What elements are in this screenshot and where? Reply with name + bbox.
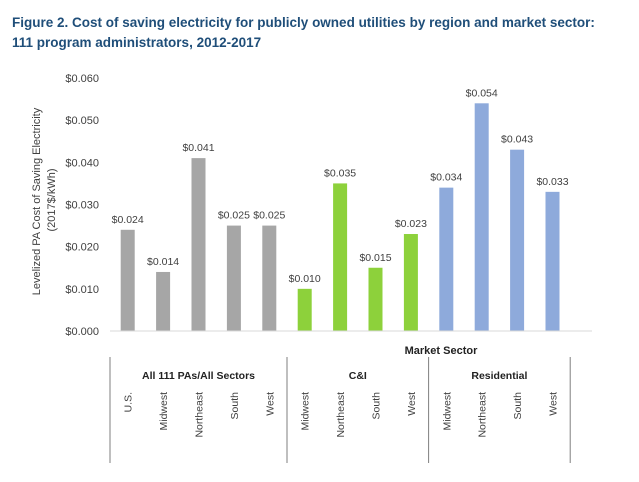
data-label: $0.034 xyxy=(430,172,462,184)
x-category-label: Midwest xyxy=(300,392,312,431)
bar xyxy=(156,271,171,331)
y-tick-label: $0.000 xyxy=(65,326,99,338)
x-category-label: Northeast xyxy=(335,392,347,438)
data-label: $0.024 xyxy=(112,214,144,226)
data-label: $0.035 xyxy=(324,167,356,179)
data-label: $0.010 xyxy=(289,273,321,285)
chart-title-line2: 111 program administrators, 2012-2017 xyxy=(12,35,262,50)
bar xyxy=(368,267,383,331)
y-tick-label: $0.060 xyxy=(65,73,99,85)
x-axis-title: Market Sector xyxy=(405,345,478,357)
data-label: $0.014 xyxy=(147,256,179,268)
bar xyxy=(297,288,312,331)
y-tick-label: $0.020 xyxy=(65,242,99,254)
data-label: $0.023 xyxy=(395,218,427,230)
y-tick-label: $0.050 xyxy=(65,115,99,127)
data-label: $0.041 xyxy=(182,142,214,154)
y-tick-label: $0.010 xyxy=(65,284,99,296)
x-category-label: West xyxy=(264,392,276,416)
y-tick-label: $0.040 xyxy=(65,157,99,169)
bar xyxy=(545,191,560,331)
bar xyxy=(191,158,206,331)
group-label: Residential xyxy=(471,370,527,382)
group-label: C&I xyxy=(349,370,367,382)
bar xyxy=(333,183,348,331)
data-label: $0.025 xyxy=(253,210,285,222)
bar xyxy=(474,103,489,331)
x-category-label: West xyxy=(548,392,560,416)
bars: $0.024 $0.014 $0.041 $0.025 $0.025 $0.010 $0.0… xyxy=(112,87,569,331)
x-category-label: Midwest xyxy=(158,392,170,431)
x-category-label: South xyxy=(229,392,241,420)
data-label: $0.043 xyxy=(501,134,533,146)
y-axis-label: Levelized PA Cost of Saving Electricity … xyxy=(31,105,58,296)
group-label: All 111 PAs/All Sectors xyxy=(142,370,255,382)
x-category-label: Northeast xyxy=(194,392,206,438)
chart-title: Figure 2. Cost of saving electricity for… xyxy=(12,13,632,53)
x-category-label: U.S. xyxy=(123,392,135,412)
bar xyxy=(439,187,454,331)
bar xyxy=(262,225,277,331)
data-label: $0.054 xyxy=(466,87,498,99)
x-category-label: Midwest xyxy=(441,392,453,431)
chart-title-line1: Figure 2. Cost of saving electricity for… xyxy=(12,15,595,30)
x-category-label: West xyxy=(406,392,418,416)
x-axis-categories: U.S. Midwest Northeast South West Midwest Nort… xyxy=(109,357,571,463)
data-label: $0.015 xyxy=(359,252,391,264)
x-category-label: Northeast xyxy=(477,392,489,438)
y-axis-label-line2: (2017$/kWh) xyxy=(46,169,58,232)
bar xyxy=(403,234,418,331)
y-axis-label-line1: Levelized PA Cost of Saving Electricity xyxy=(31,107,43,295)
bar xyxy=(120,229,135,331)
x-category-label: South xyxy=(371,392,383,420)
y-tick-label: $0.030 xyxy=(65,200,99,212)
bar xyxy=(510,149,525,331)
bar xyxy=(226,225,241,331)
data-label: $0.033 xyxy=(536,176,568,188)
y-axis: $0.000 $0.010 $0.020 $0.030 $0.040 $0.050 $0.0… xyxy=(65,73,99,338)
x-category-label: South xyxy=(512,392,524,420)
data-label: $0.025 xyxy=(218,210,250,222)
